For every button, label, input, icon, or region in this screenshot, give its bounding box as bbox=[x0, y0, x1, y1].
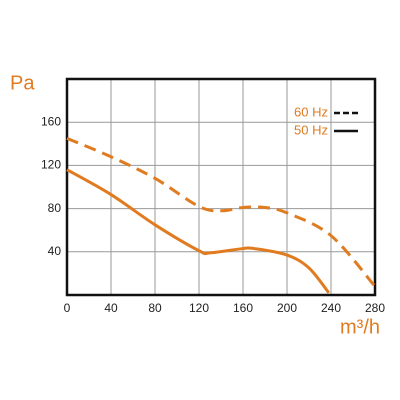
x-tick-label: 120 bbox=[189, 301, 209, 315]
x-axis-label: m³/h bbox=[340, 316, 380, 338]
x-tick-label: 0 bbox=[64, 301, 71, 315]
line bbox=[66, 137, 377, 288]
x-tick-label: 240 bbox=[321, 301, 341, 315]
x-tick-label: 160 bbox=[233, 301, 253, 315]
y-tick-label: 160 bbox=[41, 114, 61, 128]
y-axis-label: Pa bbox=[10, 72, 35, 94]
legend-label: 50 Hz bbox=[294, 122, 328, 137]
x-tick-label: 40 bbox=[104, 301, 118, 315]
legend-label: 60 Hz bbox=[294, 104, 328, 119]
x-tick-label: 80 bbox=[148, 301, 162, 315]
y-tick-label: 40 bbox=[48, 244, 62, 258]
x-tick-label: 280 bbox=[365, 301, 385, 315]
y-tick-label: 80 bbox=[48, 201, 62, 215]
x-tick-label: 200 bbox=[277, 301, 297, 315]
y-tick-label: 120 bbox=[41, 158, 61, 172]
line bbox=[66, 168, 330, 294]
plot-frame bbox=[65, 77, 377, 297]
